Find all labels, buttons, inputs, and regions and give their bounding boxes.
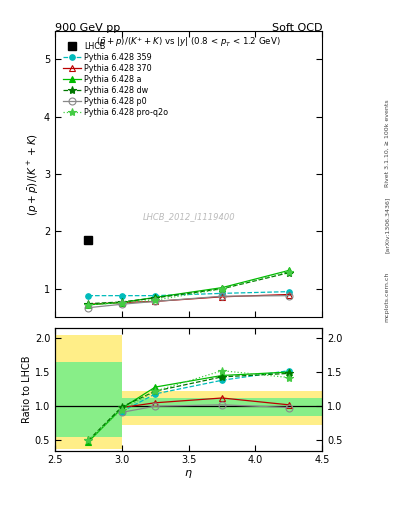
Pythia 6.428 a: [153, 294, 158, 301]
Y-axis label: $(p+\bar{p})/(K^+ + K)$: $(p+\bar{p})/(K^+ + K)$: [26, 133, 41, 216]
Pythia 6.428 p0: [153, 298, 158, 305]
Line: Pythia 6.428 p0: Pythia 6.428 p0: [85, 292, 292, 311]
Pythia 6.428 p0: [86, 305, 91, 311]
Pythia 6.428 a: [119, 300, 124, 306]
Pythia 6.428 359: [220, 290, 224, 296]
Text: $(\bar{p}+p)/(K^{+}+K)$ vs $|y|$ (0.8 < $p_T$ < 1.2 GeV): $(\bar{p}+p)/(K^{+}+K)$ vs $|y|$ (0.8 < …: [96, 35, 281, 49]
Line: Pythia 6.428 dw: Pythia 6.428 dw: [84, 269, 293, 308]
Pythia 6.428 pro-q2o: [86, 302, 91, 308]
Pythia 6.428 dw: [153, 295, 158, 301]
Text: [arXiv:1306.3436]: [arXiv:1306.3436]: [385, 197, 389, 253]
Pythia 6.428 p0: [220, 293, 224, 300]
Line: Pythia 6.428 370: Pythia 6.428 370: [85, 291, 292, 308]
Pythia 6.428 pro-q2o: [153, 297, 158, 303]
Pythia 6.428 p0: [286, 292, 291, 298]
Pythia 6.428 370: [153, 298, 158, 305]
Pythia 6.428 pro-q2o: [220, 286, 224, 292]
Pythia 6.428 pro-q2o: [286, 268, 291, 274]
Pythia 6.428 359: [86, 292, 91, 298]
Pythia 6.428 dw: [286, 270, 291, 276]
Pythia 6.428 a: [220, 285, 224, 291]
Pythia 6.428 dw: [86, 301, 91, 307]
Pythia 6.428 a: [86, 302, 91, 308]
Pythia 6.428 370: [86, 301, 91, 307]
Pythia 6.428 370: [286, 291, 291, 297]
Pythia 6.428 pro-q2o: [119, 300, 124, 306]
Pythia 6.428 359: [153, 292, 158, 298]
Text: LHCB_2012_I1119400: LHCB_2012_I1119400: [142, 212, 235, 222]
Line: Pythia 6.428 359: Pythia 6.428 359: [86, 289, 292, 298]
Legend: LHCB, Pythia 6.428 359, Pythia 6.428 370, Pythia 6.428 a, Pythia 6.428 dw, Pythi: LHCB, Pythia 6.428 359, Pythia 6.428 370…: [62, 40, 170, 119]
Pythia 6.428 a: [286, 267, 291, 273]
Y-axis label: Ratio to LHCB: Ratio to LHCB: [22, 355, 32, 423]
Pythia 6.428 370: [220, 294, 224, 300]
Line: Pythia 6.428 pro-q2o: Pythia 6.428 pro-q2o: [84, 267, 293, 309]
Pythia 6.428 p0: [119, 301, 124, 307]
X-axis label: $\eta$: $\eta$: [184, 468, 193, 480]
Pythia 6.428 dw: [119, 299, 124, 305]
Text: Rivet 3.1.10, ≥ 100k events: Rivet 3.1.10, ≥ 100k events: [385, 99, 389, 187]
Text: 900 GeV pp: 900 GeV pp: [55, 23, 120, 33]
Text: Soft QCD: Soft QCD: [272, 23, 322, 33]
Pythia 6.428 359: [119, 292, 124, 298]
Pythia 6.428 359: [286, 289, 291, 295]
Text: mcplots.cern.ch: mcplots.cern.ch: [385, 272, 389, 322]
Pythia 6.428 370: [119, 300, 124, 306]
Line: Pythia 6.428 a: Pythia 6.428 a: [85, 267, 292, 308]
Pythia 6.428 dw: [220, 286, 224, 292]
